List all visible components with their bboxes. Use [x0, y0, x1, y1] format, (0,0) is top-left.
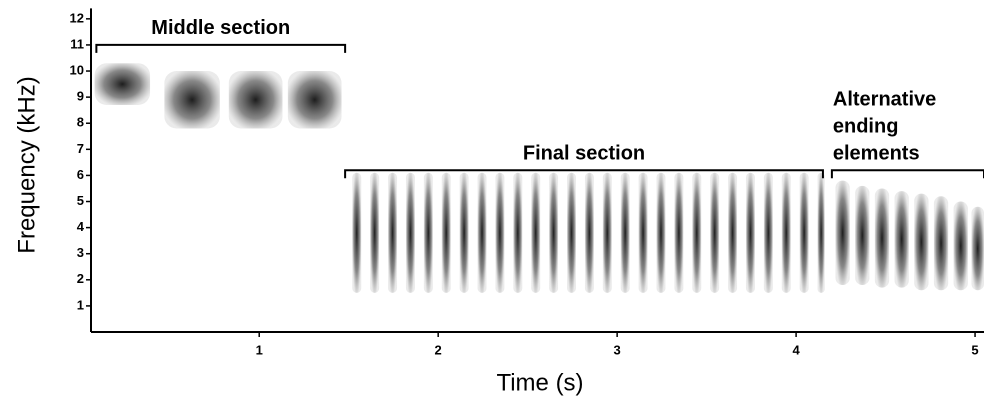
syllable — [692, 172, 702, 293]
y-tick-label: 6 — [77, 167, 84, 182]
syllable — [953, 201, 968, 291]
y-tick-label: 7 — [77, 141, 84, 156]
syllable — [477, 172, 487, 293]
x-tick-label: 2 — [435, 342, 442, 357]
syllable — [441, 172, 451, 293]
annotation-label: Middle section — [151, 17, 290, 39]
syllable — [933, 196, 949, 291]
y-tick-label: 3 — [77, 245, 84, 260]
annotation-label: Alternative — [833, 88, 936, 110]
syllable — [745, 172, 755, 293]
annotation-label: elements — [833, 142, 920, 164]
x-tick-label: 5 — [971, 342, 978, 357]
bracket — [95, 43, 347, 53]
syllable — [423, 172, 433, 293]
syllable — [817, 172, 825, 293]
bracket — [830, 169, 984, 179]
syllable — [405, 172, 415, 293]
annotation-label: Final section — [523, 142, 645, 164]
y-tick-label: 5 — [77, 193, 84, 208]
y-tick-label: 11 — [70, 36, 84, 51]
syllable — [728, 172, 738, 293]
syllable — [971, 206, 984, 291]
x-tick-label: 4 — [792, 342, 800, 357]
x-axis-label: Time (s) — [496, 369, 583, 396]
syllable — [495, 172, 505, 293]
syllable — [638, 172, 648, 293]
syllable — [656, 172, 666, 293]
y-tick-label: 4 — [77, 219, 85, 234]
syllable — [763, 172, 773, 293]
syllable — [388, 172, 398, 293]
syllable — [874, 188, 890, 288]
y-axis-label: Frequency (kHz) — [13, 76, 40, 253]
syllable — [835, 180, 850, 286]
y-tick-label: 8 — [77, 115, 84, 130]
syllable — [894, 191, 909, 288]
bracket — [344, 169, 824, 179]
x-tick-label: 3 — [614, 342, 621, 357]
syllable — [799, 172, 809, 293]
syllable — [549, 172, 559, 293]
syllable — [584, 172, 594, 293]
syllable — [459, 172, 469, 293]
syllable — [94, 63, 151, 105]
syllable — [855, 185, 870, 286]
syllable — [352, 172, 362, 293]
syllable — [914, 193, 929, 291]
y-tick-label: 1 — [77, 297, 84, 312]
syllable — [620, 172, 630, 293]
annotation-label: ending — [833, 115, 899, 137]
syllable — [710, 172, 720, 293]
syllable — [602, 172, 612, 293]
y-tick-label: 10 — [70, 62, 84, 77]
syllable — [164, 71, 220, 129]
y-tick-label: 12 — [70, 10, 84, 25]
syllable — [674, 172, 684, 293]
syllable — [781, 172, 791, 293]
syllable — [228, 71, 283, 129]
y-tick-label: 2 — [77, 271, 84, 286]
syllable — [513, 172, 523, 293]
syllable — [567, 172, 576, 293]
syllable — [370, 172, 380, 293]
y-tick-label: 9 — [77, 89, 84, 104]
x-tick-label: 1 — [256, 342, 263, 357]
syllable — [531, 172, 541, 293]
syllable — [287, 71, 342, 129]
